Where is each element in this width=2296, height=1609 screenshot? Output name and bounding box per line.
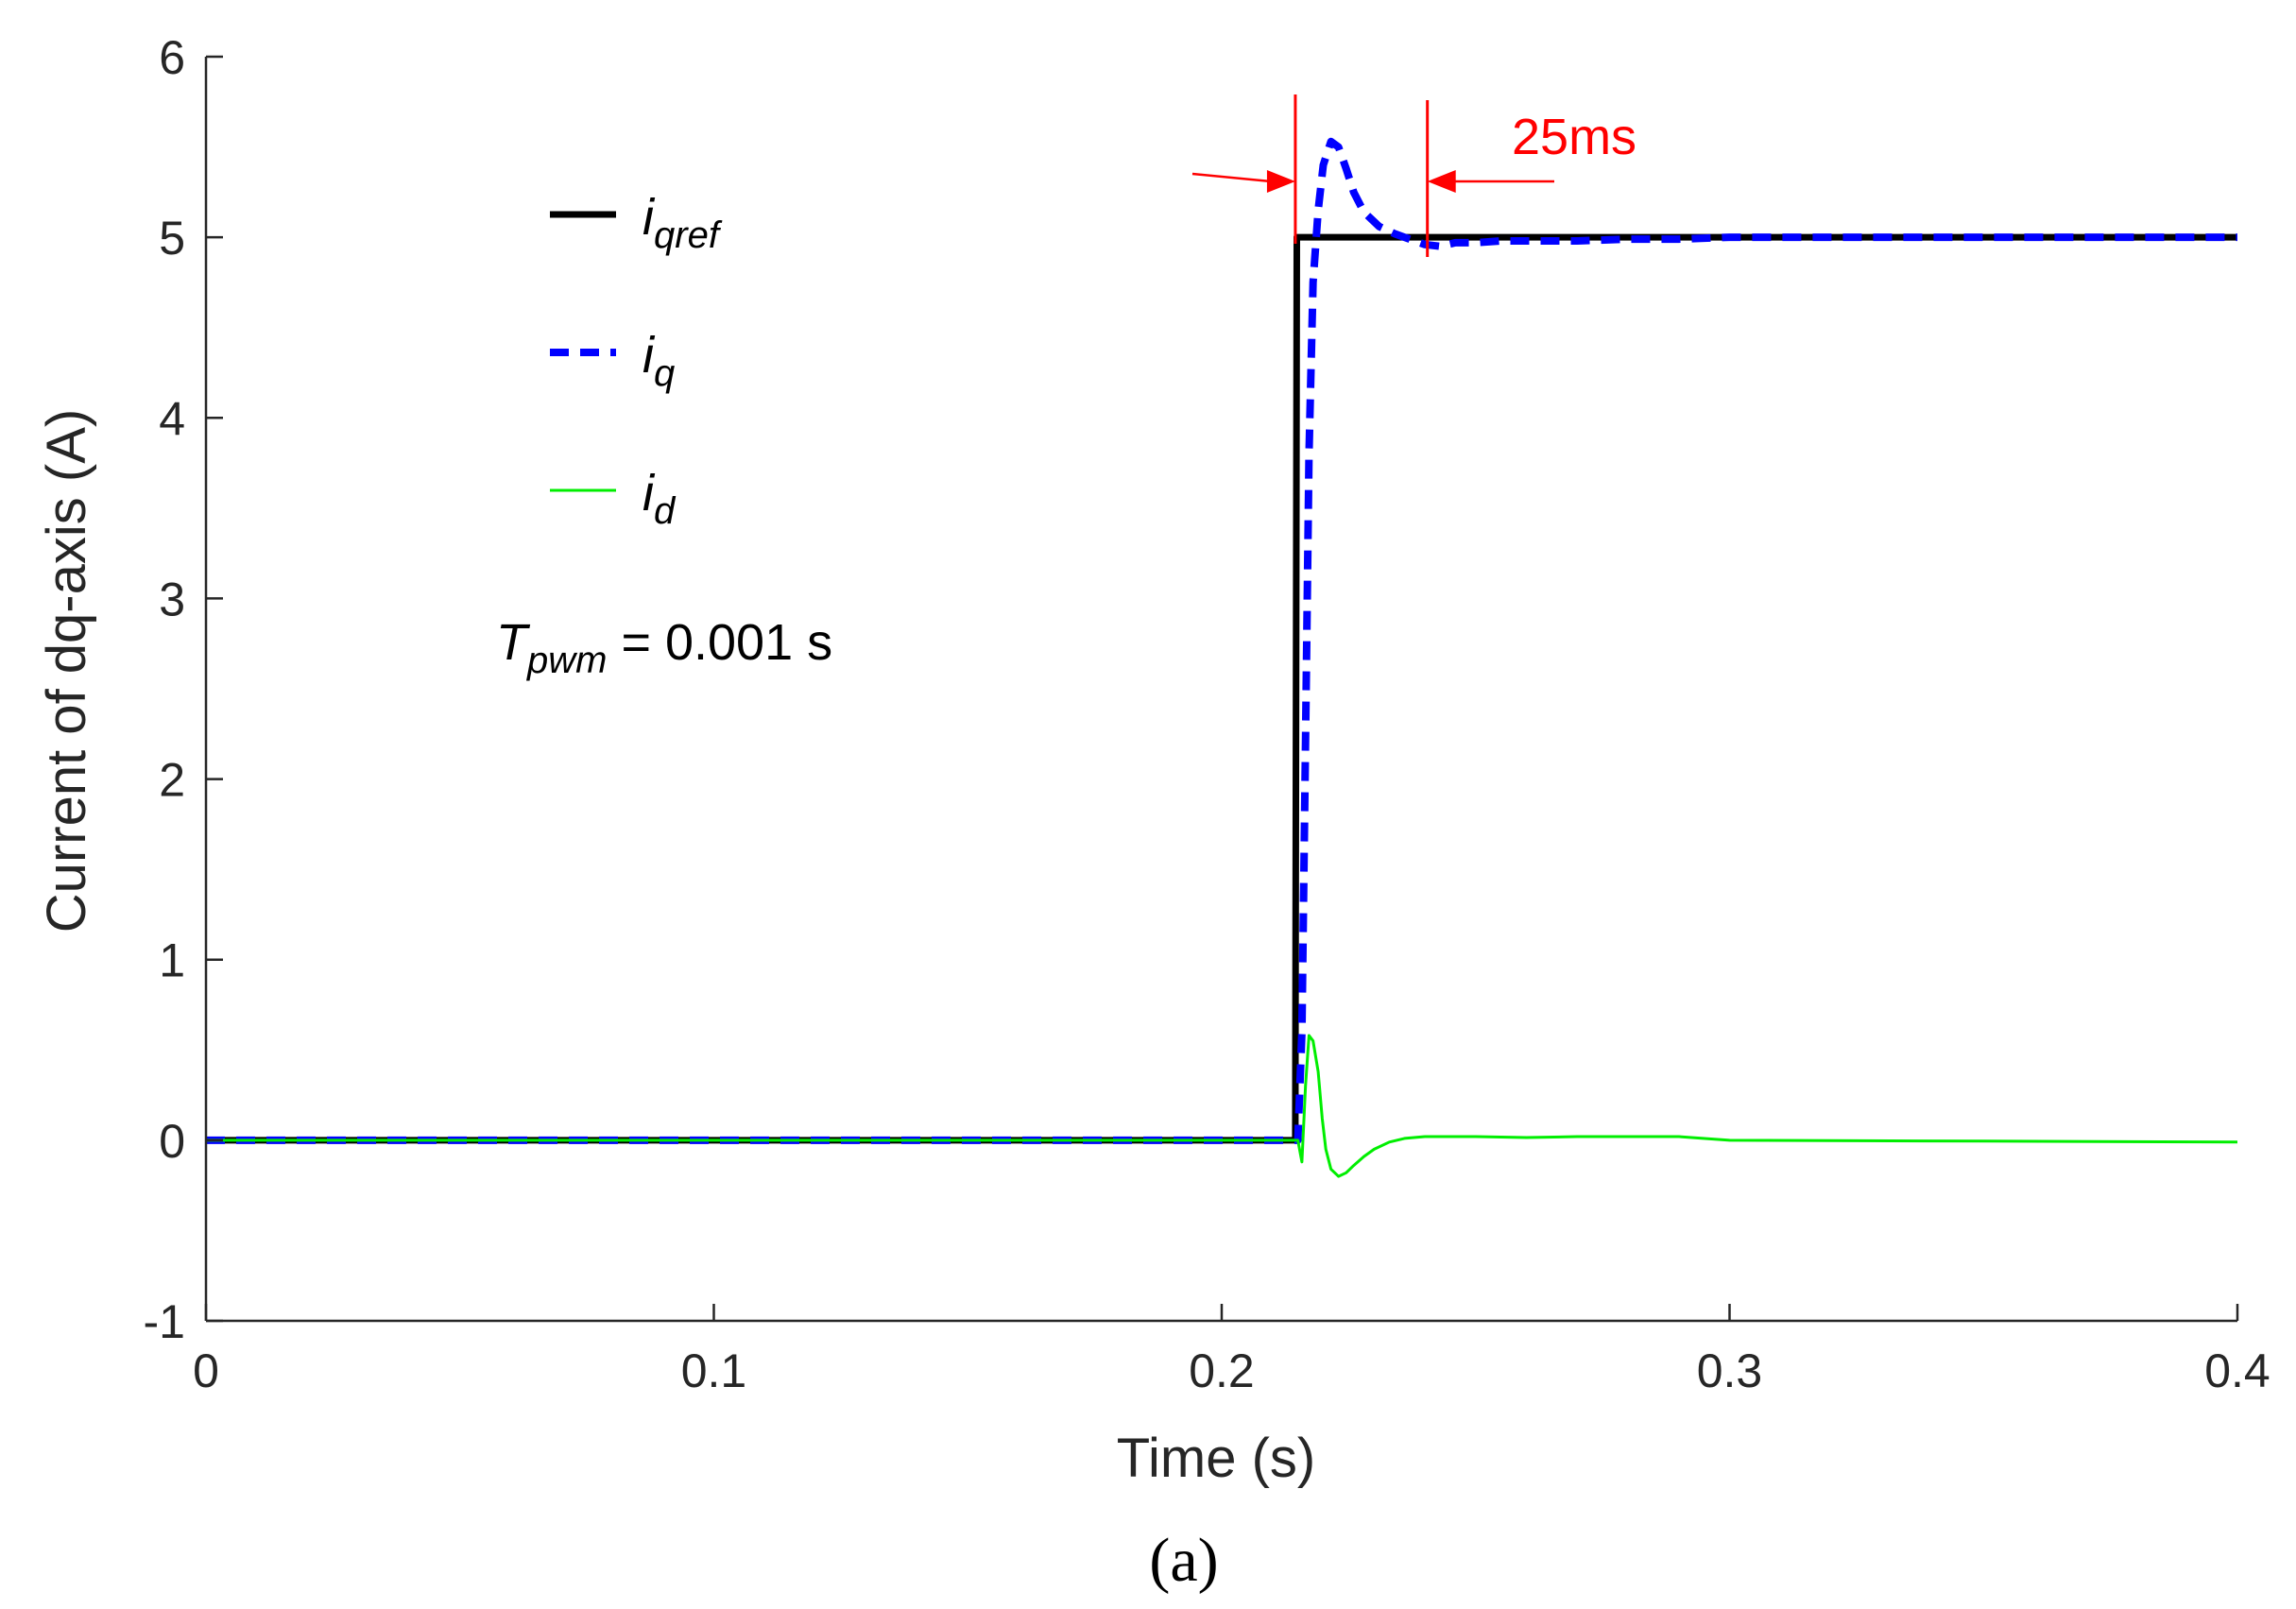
tpwm-annotation: Tpwm = 0.001 s — [496, 614, 832, 681]
series-iq-line — [206, 137, 2237, 1144]
series-layer — [206, 137, 2238, 1178]
x-tick-label: 0.2 — [1189, 1344, 1255, 1397]
settling-time-label: 25ms — [1512, 109, 1636, 165]
x-tick-label: 0 — [193, 1344, 219, 1397]
y-tick-label: 4 — [159, 392, 185, 445]
settling-arrowhead-left — [1266, 170, 1295, 193]
x-tick-label: 0.3 — [1697, 1344, 1763, 1397]
legend: iqref iq id — [550, 189, 723, 532]
y-tick-label: 0 — [159, 1115, 185, 1168]
x-axis-label: Time (s) — [1117, 1428, 1315, 1489]
legend-label-iq: iq — [643, 327, 675, 394]
settling-arrowhead-right — [1427, 170, 1456, 193]
y-tick-label: 3 — [159, 573, 185, 625]
settling-arrow-left — [1191, 172, 1272, 183]
legend-label-iqref: iqref — [643, 189, 723, 256]
series-id-line — [206, 1034, 2238, 1178]
x-tick-label: 0.1 — [681, 1344, 747, 1397]
y-tick-label: 6 — [159, 31, 185, 84]
legend-label-id: id — [643, 465, 677, 532]
figure-caption: (a) — [1149, 1526, 1218, 1595]
y-tick-label: 1 — [159, 934, 185, 987]
y-tick-label: -1 — [144, 1295, 185, 1348]
y-tick-label: 5 — [159, 212, 185, 265]
settling-time-annotation: 25ms — [1191, 94, 1636, 257]
y-axis-label: Current of dq-axis (A) — [36, 409, 97, 933]
x-tick-label: 0.4 — [2204, 1344, 2270, 1397]
y-tick-label: 2 — [159, 754, 185, 807]
